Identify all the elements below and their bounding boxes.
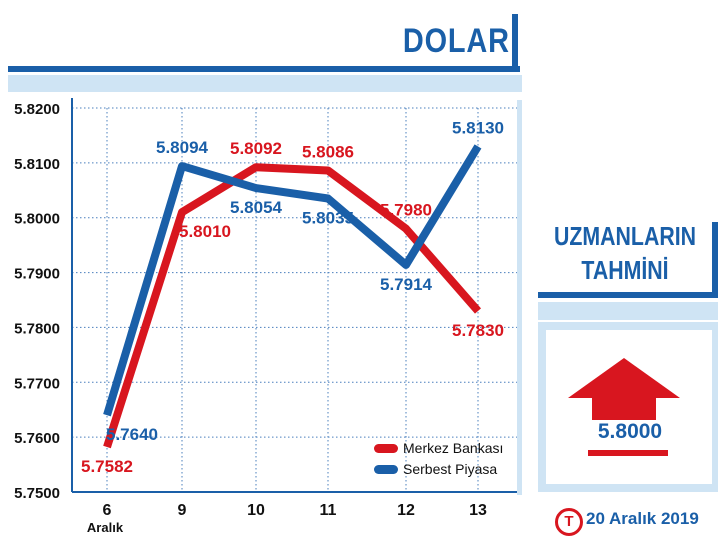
data-label: 5.8054 xyxy=(230,198,283,217)
y-tick-label: 5.8000 xyxy=(14,211,60,228)
x-tick-label: 6 xyxy=(103,502,112,519)
forecast-heading-bracket xyxy=(712,222,718,298)
data-label: 5.7914 xyxy=(380,275,433,294)
legend: Merkez Bankası Serbest Piyasa xyxy=(374,440,503,477)
y-tick-label: 5.8200 xyxy=(14,101,60,118)
legend-label: Serbest Piyasa xyxy=(403,461,497,477)
x-tick-sublabel: Aralık xyxy=(87,520,124,535)
arrow-up-icon xyxy=(568,358,680,420)
x-tick-label: 9 xyxy=(178,502,187,519)
data-label: 5.7980 xyxy=(380,201,432,220)
data-label: 5.8094 xyxy=(156,138,209,157)
forecast-heading-line2: TAHMİNİ xyxy=(581,255,669,285)
x-tick-label: 12 xyxy=(397,502,415,519)
y-tick-label: 5.7700 xyxy=(14,375,60,392)
data-label: 5.8130 xyxy=(452,118,504,137)
data-label: 5.8035 xyxy=(302,209,354,228)
y-tick-label: 5.7800 xyxy=(14,320,60,337)
y-tick-label: 5.8100 xyxy=(14,156,60,173)
data-labels: 5.7582 5.8010 5.8092 5.8086 5.7980 5.7830 5.76… xyxy=(81,118,504,476)
data-label: 5.7830 xyxy=(452,321,504,340)
axes: 5.7500 5.7600 5.7700 5.7800 5.7900 5.8000 5.81… xyxy=(14,98,517,535)
forecast-heading-band xyxy=(538,302,718,320)
title-bracket xyxy=(512,14,518,72)
legend-label: Merkez Bankası xyxy=(403,440,503,456)
data-label: 5.8010 xyxy=(179,222,231,241)
x-tick-label: 13 xyxy=(469,502,487,519)
data-label: 5.8092 xyxy=(230,139,282,158)
forecast-value-underline xyxy=(588,450,668,456)
x-tick-label: 10 xyxy=(247,502,265,519)
data-label: 5.8086 xyxy=(302,143,354,162)
series-lines xyxy=(103,144,482,449)
y-tick-label: 5.7500 xyxy=(14,485,60,502)
forecast-value: 5.8000 xyxy=(597,420,663,443)
data-label: 5.7582 xyxy=(81,457,133,476)
y-tick-label: 5.7600 xyxy=(14,430,60,447)
forecast-heading-underline xyxy=(538,292,718,298)
legend-swatch xyxy=(374,465,398,474)
y-tick-label: 5.7900 xyxy=(14,266,60,283)
title-band xyxy=(8,75,522,92)
plot-right-band xyxy=(517,100,522,495)
data-label: 5.7640 xyxy=(106,425,158,444)
legend-swatch xyxy=(374,444,398,453)
series-line xyxy=(103,144,482,417)
page-title: DOLAR xyxy=(402,22,510,60)
x-tick-label: 11 xyxy=(320,502,337,519)
publisher-logo: T xyxy=(555,508,583,536)
footer-date: 20 Aralık 2019 xyxy=(586,509,699,528)
forecast-heading-line1: UZMANLARIN xyxy=(553,221,697,251)
title-underline xyxy=(8,66,520,72)
